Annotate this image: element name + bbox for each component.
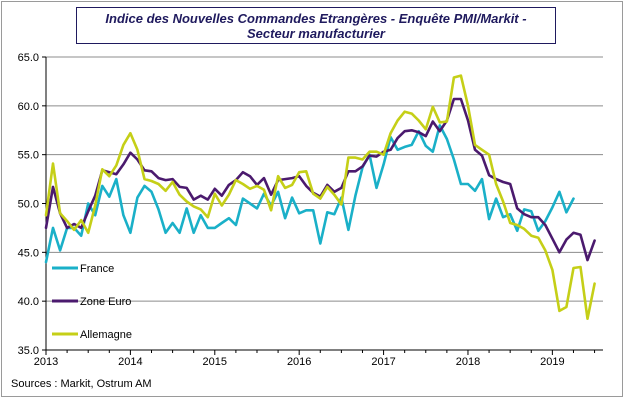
legend: France Zone Euro Allemagne <box>52 263 132 341</box>
x-tick-label: 2017 <box>371 356 395 368</box>
legend-label: Zone Euro <box>80 296 131 308</box>
y-tick-label: 55.0 <box>18 150 39 162</box>
x-tick-label: 2015 <box>203 356 227 368</box>
x-tick-label: 2018 <box>456 356 480 368</box>
series-line-france <box>44 124 575 264</box>
x-tick-label: 2019 <box>540 356 564 368</box>
chart-title-box: Indice des Nouvelles Commandes Etrangère… <box>76 7 556 44</box>
series-line-zone-euro <box>44 97 596 262</box>
y-tick-label: 35.0 <box>18 345 39 357</box>
y-tick-label: 50.0 <box>18 199 39 211</box>
y-tick-label: 40.0 <box>18 296 39 308</box>
y-tick-label: 65.0 <box>18 52 39 64</box>
grid-lines <box>46 56 603 302</box>
axes: 35.0 40.0 45.0 50.0 55.0 60.0 65.0 2013 2014 2015… <box>18 52 603 368</box>
x-tick-label: 2014 <box>118 356 142 368</box>
y-tick-label: 45.0 <box>18 247 39 259</box>
y-tick-label: 60.0 <box>18 101 39 113</box>
series-line-allemagne <box>44 74 596 321</box>
x-tick-label: 2016 <box>287 356 311 368</box>
legend-label: Allemagne <box>80 329 132 341</box>
legend-label: France <box>80 263 114 275</box>
x-tick-label: 2013 <box>34 356 58 368</box>
series-lines <box>44 74 596 321</box>
source-note: Sources : Markit, Ostrum AM <box>11 378 152 390</box>
chart-title: Indice des Nouvelles Commandes Etrangère… <box>105 10 527 41</box>
